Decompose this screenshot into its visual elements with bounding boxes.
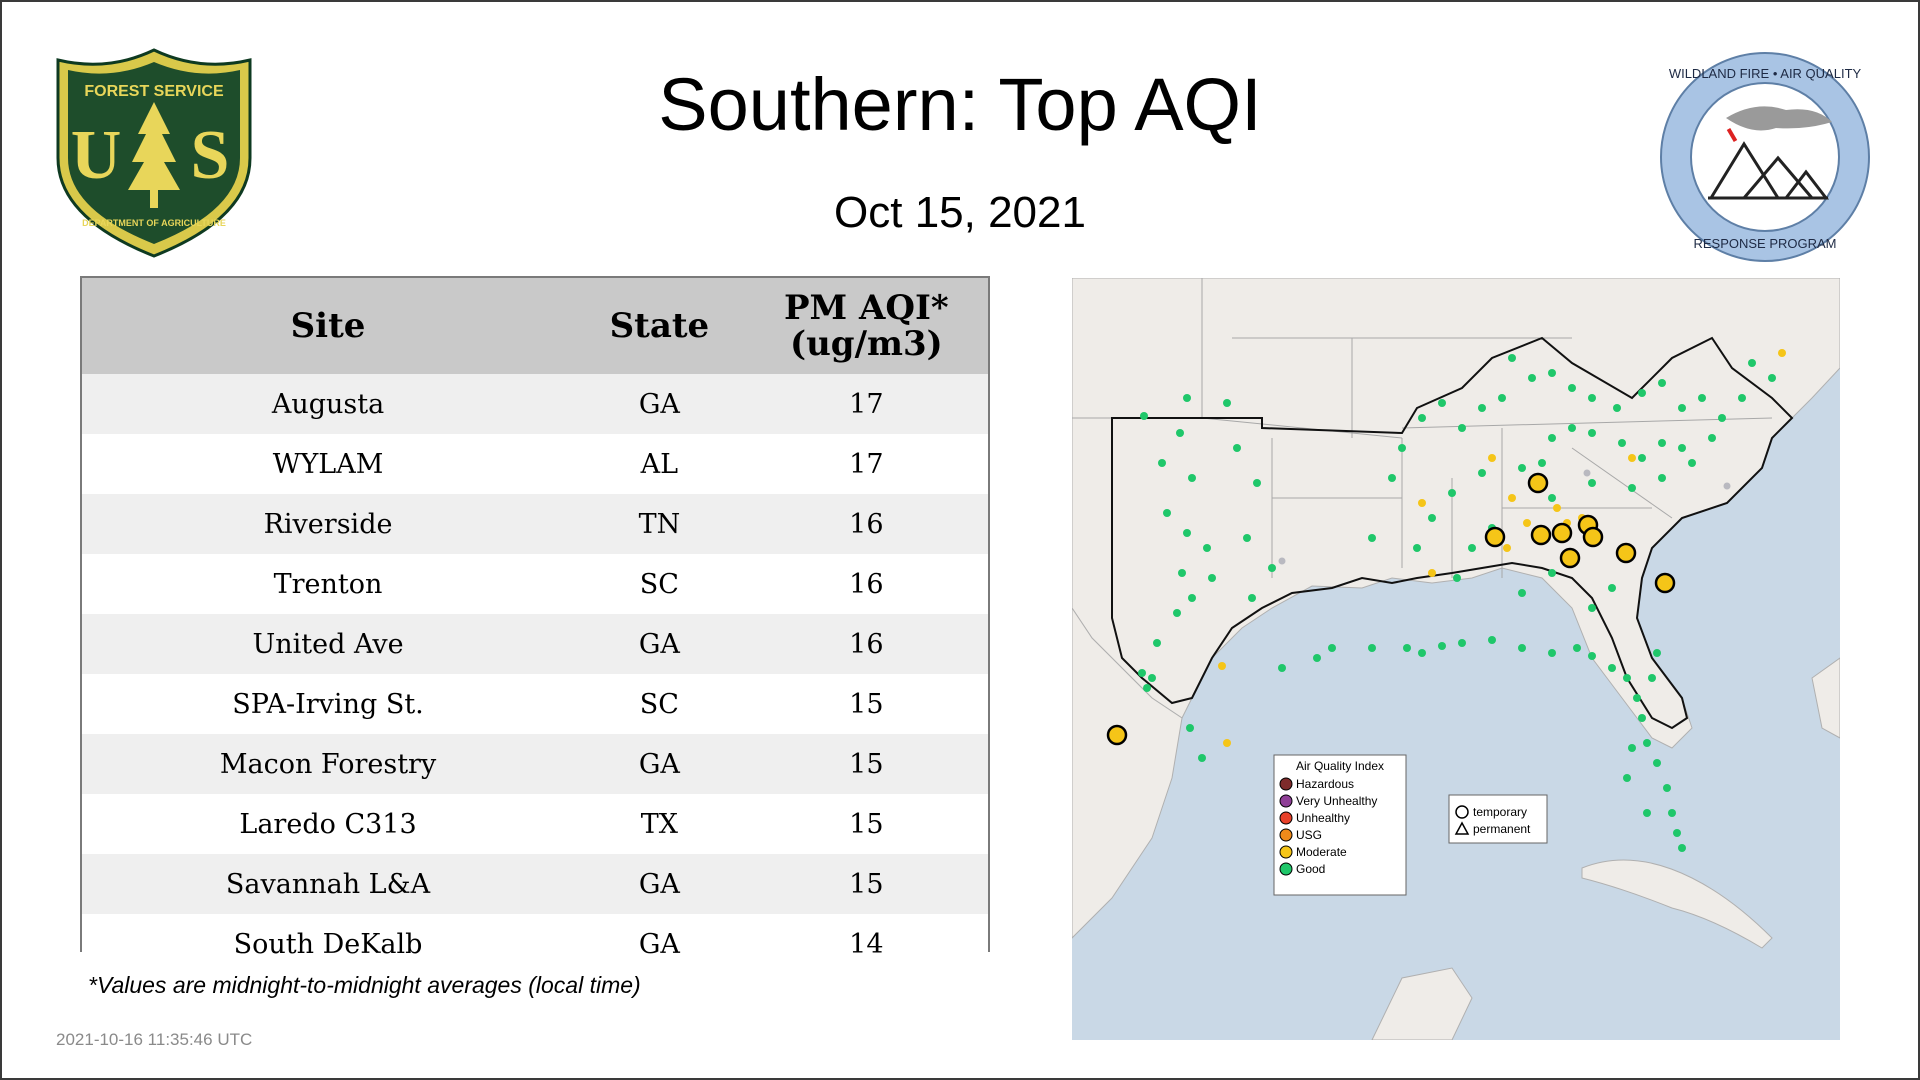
cell-site: Laredo C313 xyxy=(82,794,575,854)
cell-site: Macon Forestry xyxy=(82,734,575,794)
letter-s: S xyxy=(191,117,230,194)
header-pm-aqi-line1: PM AQI* xyxy=(783,288,949,328)
header-state: State xyxy=(574,278,745,374)
cell-state: GA xyxy=(574,854,745,914)
cell-state: GA xyxy=(574,374,745,434)
wildland-fire-top-text: WILDLAND FIRE • AIR QUALITY xyxy=(1669,66,1862,81)
cell-site: South DeKalb xyxy=(82,914,575,974)
timestamp: 2021-10-16 11:35:46 UTC xyxy=(56,1030,253,1049)
cell-value: 15 xyxy=(744,734,988,794)
cell-state: AL xyxy=(574,434,745,494)
cell-value: 16 xyxy=(744,554,988,614)
cell-site: Trenton xyxy=(82,554,575,614)
legend-swatch xyxy=(1279,794,1293,808)
legend-swatch xyxy=(1279,828,1293,842)
legend-label: Hazardous xyxy=(1296,777,1354,791)
legend-label: USG xyxy=(1296,828,1322,842)
cell-site: WYLAM xyxy=(82,434,575,494)
legend-label: Moderate xyxy=(1296,845,1347,859)
legend-label: Good xyxy=(1296,862,1325,876)
cell-state: SC xyxy=(574,554,745,614)
legend-swatch xyxy=(1279,845,1293,859)
table-row: South DeKalb GA 14 xyxy=(82,914,988,974)
response-program-text: RESPONSE PROGRAM xyxy=(1693,236,1836,251)
good-monitors xyxy=(1138,354,1776,852)
forest-service-logo: FOREST SERVICE U S DEPARTMENT OF AGRICUL… xyxy=(48,48,260,260)
header-site: Site xyxy=(82,278,575,374)
cell-state: SC xyxy=(574,674,745,734)
circle-shape-icon xyxy=(1455,805,1469,819)
pine-tree-icon xyxy=(128,102,180,208)
legend-title: Air Quality Index xyxy=(1296,759,1384,773)
cell-site: SPA-Irving St. xyxy=(82,674,575,734)
table-row: SPA-Irving St. SC 15 xyxy=(82,674,988,734)
cell-state: TN xyxy=(574,494,745,554)
legend-permanent: permanent xyxy=(1473,822,1531,836)
cell-value: 15 xyxy=(744,674,988,734)
table-row: WYLAM AL 17 xyxy=(82,434,988,494)
cell-site: Augusta xyxy=(82,374,575,434)
table-header-row: Site State PM AQI* (ug/m3) xyxy=(82,278,988,374)
aqi-table: Site State PM AQI* (ug/m3) Augusta GA 17 WY… xyxy=(80,276,990,974)
shape-legend: temporary permanent xyxy=(1448,794,1548,844)
aqi-map: Air Quality Index Hazardous Very Unhealth… xyxy=(1071,277,1841,1041)
flame-icon xyxy=(1726,127,1738,143)
table-row: Macon Forestry GA 15 xyxy=(82,734,988,794)
table-row: Augusta GA 17 xyxy=(82,374,988,434)
cell-state: GA xyxy=(574,914,745,974)
table-row: Savannah L&A GA 15 xyxy=(82,854,988,914)
cell-value: 14 xyxy=(744,914,988,974)
forest-service-text: FOREST SERVICE xyxy=(84,83,224,100)
cell-value: 17 xyxy=(744,374,988,434)
cell-site: Riverside xyxy=(82,494,575,554)
legend-temporary: temporary xyxy=(1473,805,1527,819)
legend-swatch xyxy=(1279,811,1293,825)
cell-value: 16 xyxy=(744,614,988,674)
no-data-monitors xyxy=(1278,469,1731,565)
cell-value: 15 xyxy=(744,794,988,854)
cell-state: TX xyxy=(574,794,745,854)
page-title: Southern: Top AQI xyxy=(658,63,1262,146)
cell-state: GA xyxy=(574,614,745,674)
table-row: Trenton SC 16 xyxy=(82,554,988,614)
header-pm-aqi-line2: (ug/m3) xyxy=(789,324,943,364)
legend-label: Very Unhealthy xyxy=(1296,794,1377,808)
table-row: United Ave GA 16 xyxy=(82,614,988,674)
cell-site: Savannah L&A xyxy=(82,854,575,914)
smoke-icon xyxy=(1726,106,1832,131)
header-pm-aqi: PM AQI* (ug/m3) xyxy=(744,278,988,374)
legend-swatch xyxy=(1279,777,1293,791)
report-date: Oct 15, 2021 xyxy=(834,188,1086,237)
letter-u: U xyxy=(71,117,122,194)
legend-swatch xyxy=(1279,862,1293,876)
table-row: Riverside TN 16 xyxy=(82,494,988,554)
legend-label: Unhealthy xyxy=(1296,811,1350,825)
cell-value: 15 xyxy=(744,854,988,914)
table-row: Laredo C313 TX 15 xyxy=(82,794,988,854)
footnote: *Values are midnight-to-midnight average… xyxy=(88,972,641,998)
cell-site: United Ave xyxy=(82,614,575,674)
cell-state: GA xyxy=(574,734,745,794)
triangle-shape-icon xyxy=(1454,821,1470,835)
top-aqi-sites xyxy=(1106,472,1676,746)
southern-region-outline xyxy=(1111,336,1794,730)
dept-agriculture-text: DEPARTMENT OF AGRICULTURE xyxy=(82,218,226,228)
cell-value: 17 xyxy=(744,434,988,494)
wildland-fire-logo: WILDLAND FIRE • AIR QUALITY RESPONSE PRO… xyxy=(1656,48,1874,266)
aqi-legend: Air Quality Index Hazardous Very Unhealth… xyxy=(1273,754,1407,896)
cell-value: 16 xyxy=(744,494,988,554)
